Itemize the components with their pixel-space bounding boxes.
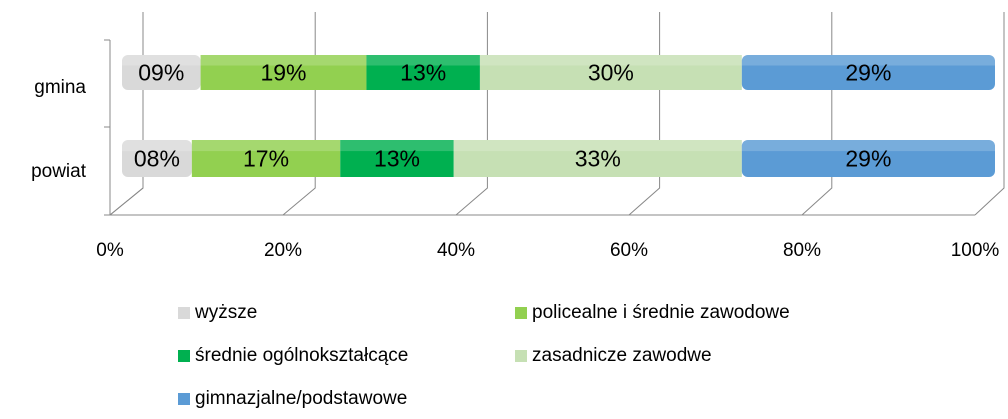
value-label: 17% xyxy=(243,146,289,172)
grid-line xyxy=(974,12,1005,216)
bar-segment xyxy=(366,55,480,90)
bar-highlight xyxy=(200,55,367,66)
legend-label: zasadnicze zawodwe xyxy=(532,345,712,366)
legend-label: gimnazjalne/podstawowe xyxy=(195,388,407,409)
bar-highlight xyxy=(741,55,995,66)
value-label: 13% xyxy=(374,146,420,172)
value-label: 08% xyxy=(134,146,180,172)
legend-label: policealne i średnie zawodowe xyxy=(532,302,790,323)
grid-line xyxy=(282,12,316,216)
bar-segment xyxy=(741,140,995,177)
bar-highlight xyxy=(122,140,192,152)
grid-line xyxy=(109,12,144,216)
grid-line xyxy=(628,12,661,216)
value-label: 30% xyxy=(588,60,634,86)
legend-swatch xyxy=(178,307,190,319)
bar-highlight xyxy=(122,55,201,66)
bar-segment xyxy=(200,55,367,90)
value-label: 19% xyxy=(260,60,306,86)
bar-highlight xyxy=(366,55,480,66)
y-axis xyxy=(109,12,144,216)
bar-segment xyxy=(340,140,454,177)
x-tick-label: 0% xyxy=(96,240,124,261)
bar-highlight xyxy=(340,140,454,152)
x-tick-label: 100% xyxy=(951,240,1000,261)
value-label: 09% xyxy=(138,60,184,86)
category-label: powiat xyxy=(31,161,87,182)
bar-segment xyxy=(479,55,742,90)
legend-swatch xyxy=(178,350,190,362)
value-label: 29% xyxy=(845,146,891,172)
legend-label: średnie ogólnokształcące xyxy=(195,345,408,366)
bar-highlight xyxy=(479,55,742,66)
x-tick-label: 40% xyxy=(437,240,475,261)
bar-highlight xyxy=(453,140,742,152)
x-tick-label: 60% xyxy=(610,240,648,261)
bar-segment xyxy=(453,140,742,177)
bar-segment xyxy=(741,55,995,90)
x-tick-label: 20% xyxy=(264,240,302,261)
bar-highlight xyxy=(191,140,341,152)
grid-line xyxy=(455,12,488,216)
bar-segment xyxy=(122,55,201,90)
legend-swatch xyxy=(515,307,527,319)
value-label: 33% xyxy=(575,146,621,172)
legend-swatch xyxy=(515,350,527,362)
bar-highlight xyxy=(741,140,995,152)
legend-swatch xyxy=(178,393,190,405)
bar-segment xyxy=(191,140,341,177)
bar-segment xyxy=(122,140,192,177)
category-label: gmina xyxy=(34,77,86,98)
x-tick-label: 80% xyxy=(783,240,821,261)
grid-line xyxy=(801,12,833,216)
value-label: 29% xyxy=(845,60,891,86)
legend-label: wyższe xyxy=(194,302,257,323)
value-label: 13% xyxy=(400,60,446,86)
